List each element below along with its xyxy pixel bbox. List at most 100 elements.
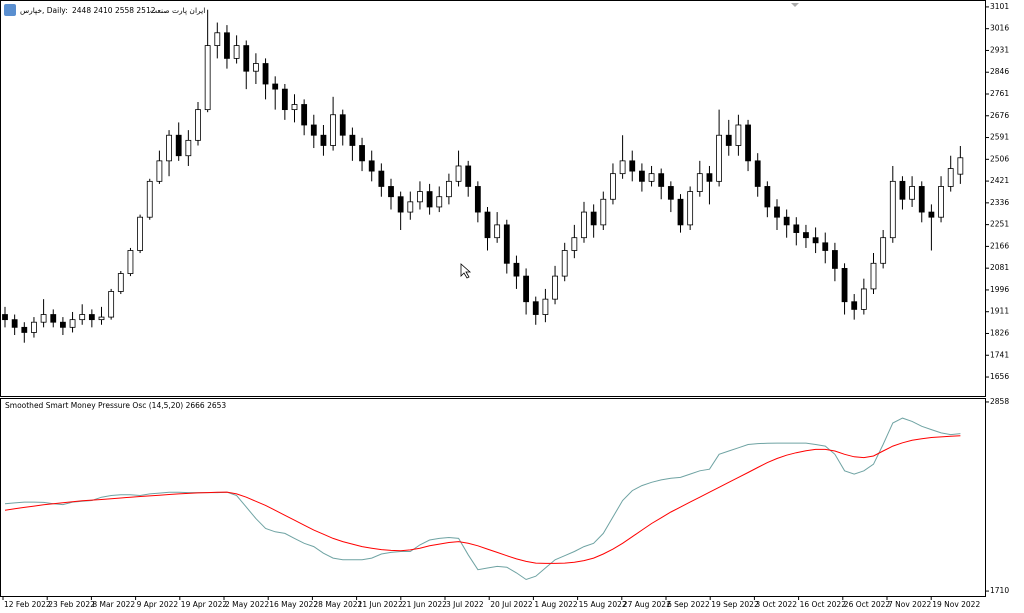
candle-body [146,180,153,218]
x-tick-label: 1 Aug 2022 [534,600,577,609]
x-tick-label: 28 May 2022 [313,600,362,609]
candle-body [648,173,655,182]
candle-body [552,275,558,300]
candle-body [696,173,703,192]
candle-body [175,134,182,157]
candle-body [783,216,790,226]
y-tick-label: 2166 [990,241,1009,250]
candle-body [600,198,607,226]
y-tick-label: 1710 [990,586,1009,595]
candle-body [137,216,144,251]
candle-body [166,134,172,162]
candle-body [204,45,211,111]
osc-line [4,417,961,581]
candle-body [108,291,115,318]
candle-body [445,180,452,198]
candle-body [629,160,636,172]
candle-body [60,321,66,328]
x-tick-label: 16 May 2022 [269,600,318,609]
candle-body [252,63,259,72]
candle-body [899,180,906,200]
x-tick-label: 6 Sep 2022 [667,600,710,609]
x-tick-label: 9 Apr 2022 [137,600,179,609]
y-tick-label: 2761 [990,89,1009,98]
x-tick-label: 19 Sep 2022 [711,600,759,609]
candle-body [436,196,443,208]
candle-body [870,262,877,290]
candle-body [822,242,829,251]
osc-line [4,435,961,564]
candle-body [359,145,365,162]
candle-body [938,186,944,218]
candle-body [745,124,751,162]
candle-body [127,250,134,274]
candle-body [754,160,761,187]
candle-body [21,326,28,333]
candle-body [388,186,394,198]
candle-body [928,211,935,218]
y-tick-label: 2421 [990,176,1009,185]
y-tick-label: 1741 [990,350,1009,359]
candle-body [301,104,308,126]
candle-body [281,88,288,111]
osc-frame [0,398,986,597]
candle-body [320,134,327,146]
x-tick-label: 15 Aug 2022 [579,600,627,609]
candle-body [503,224,510,264]
x-tick-label: 23 Feb 2022 [48,600,95,609]
candle-body [909,186,915,200]
candle-body [918,186,925,213]
candle-body [40,314,47,323]
candle-body [571,237,578,251]
candle-body [310,124,317,136]
x-tick-label: 21 Jun 2022 [402,600,447,609]
candle-body [272,83,279,90]
candle-body [532,301,539,315]
candle-body [851,301,858,310]
candle-body [79,314,86,321]
candle-body [610,173,616,200]
candle-body [224,32,230,59]
candle-body [706,173,713,182]
osc-title: Smoothed Smart Money Pressure Osc (14,5,… [5,401,226,410]
candle-body [561,250,568,277]
candle-body [339,114,346,136]
y-tick-label: 2591 [990,133,1009,142]
candle-body [233,45,240,59]
candle-body [465,165,472,187]
x-tick-label: 16 Oct 2022 [800,600,847,609]
candle-body [947,168,954,187]
candle-body [774,206,780,218]
candle-body [474,186,481,213]
mouse-cursor [460,263,472,279]
x-tick-label: 19 Nov 2022 [932,600,980,609]
candle-body [484,211,491,239]
candle-body [658,173,665,187]
y-tick-label: 2506 [990,154,1009,163]
candle-body [31,321,37,333]
candle-body [368,160,375,172]
candle-body [793,224,800,233]
candle-body [889,180,896,239]
candle-body [407,201,414,213]
y-tick-label: 1911 [990,307,1009,316]
candle-body [50,314,57,323]
header-symbol: خپارس, Daily: [20,6,68,15]
candle-body [69,319,76,328]
candle-body [735,124,742,146]
candle-body [725,134,732,146]
candle-body [667,186,674,200]
candle-body [803,232,809,239]
candle-body [243,45,250,72]
candle-body [330,114,337,146]
candle-body [117,273,124,292]
main-frame [0,0,986,397]
candle-body [262,63,269,85]
candle-body [156,160,163,182]
candle-body [841,268,848,303]
candle-body [619,160,626,175]
y-tick-label: 2858 [990,397,1009,406]
candle-body [2,314,8,321]
